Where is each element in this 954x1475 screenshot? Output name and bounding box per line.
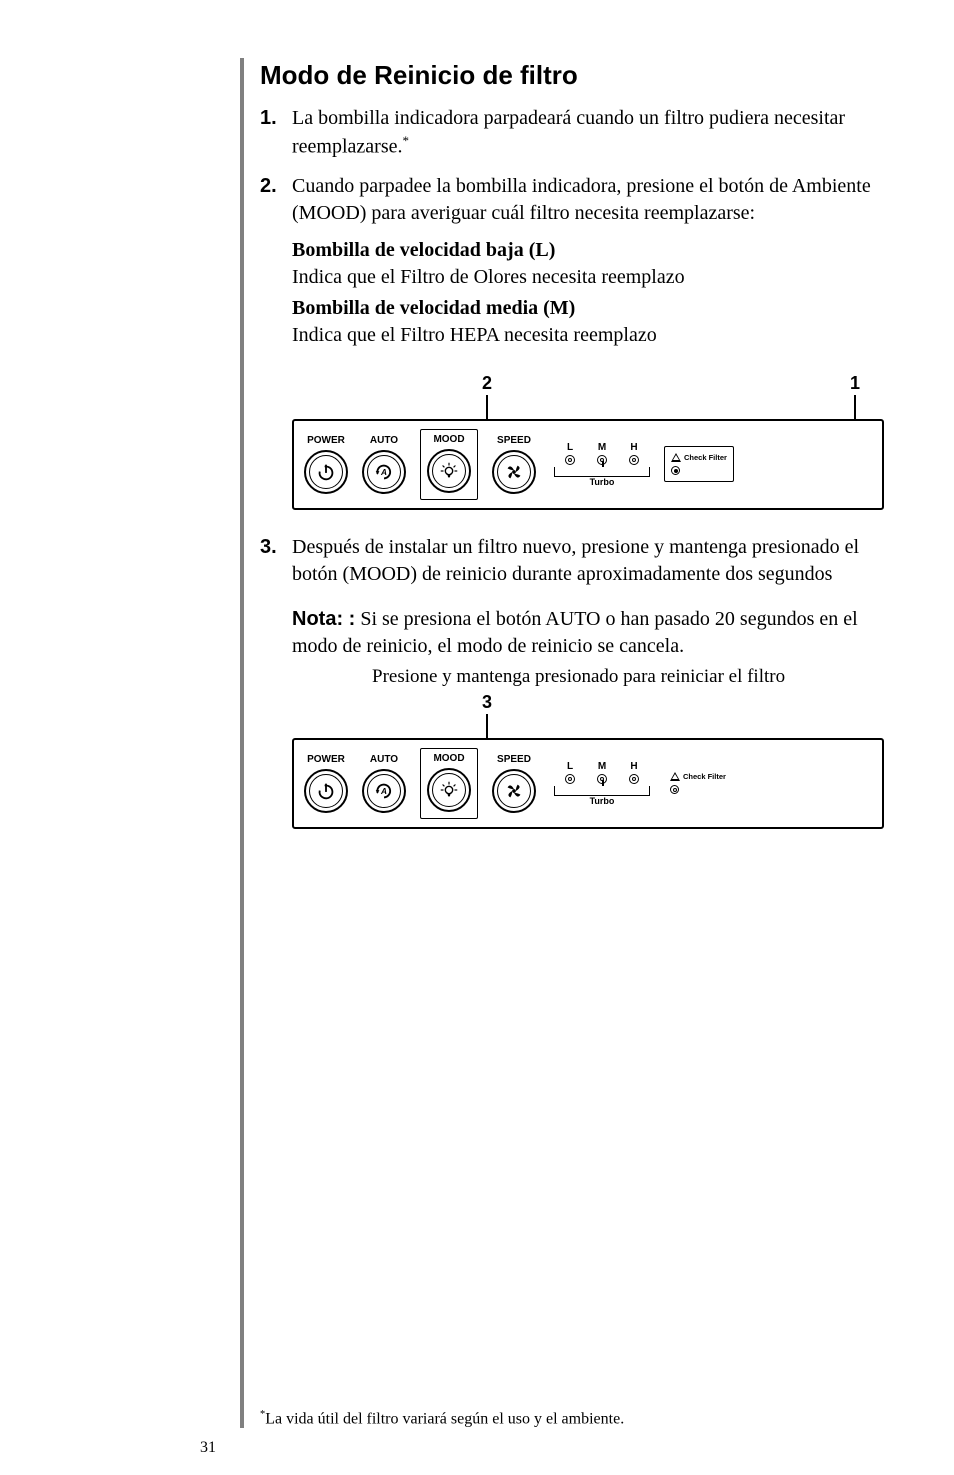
auto-button[interactable]: A <box>362 450 406 494</box>
led-icon <box>565 774 575 784</box>
power-control: POWER <box>304 435 348 494</box>
mood-label: MOOD <box>433 434 464 445</box>
footnote-text: La vida útil del filtro variará según el… <box>265 1410 624 1427</box>
speed-indicator-group: L M H Turbo <box>554 761 650 806</box>
auto-button[interactable]: A <box>362 769 406 813</box>
mood-button[interactable] <box>427 449 471 493</box>
power-label: POWER <box>307 754 345 765</box>
note-text: Si se presiona el botón AUTO o han pasad… <box>292 608 858 657</box>
mood-icon <box>438 460 460 482</box>
check-filter-led <box>671 466 680 475</box>
callout-3: 3 <box>482 692 492 713</box>
step-number: 3. <box>260 534 292 588</box>
content-column: Modo de Reinicio de filtro 1. La bombill… <box>240 60 874 829</box>
mood-label: MOOD <box>433 753 464 764</box>
check-filter-row: Check Filter <box>671 453 727 462</box>
check-filter-box: Check Filter <box>664 766 732 800</box>
control-panel-figure-1: 2 1 POWER AUTO A <box>292 373 874 510</box>
auto-label: AUTO <box>370 754 398 765</box>
turbo-bracket <box>554 467 650 477</box>
check-filter-label: Check Filter <box>684 453 727 462</box>
step-1: 1. La bombilla indicadora parpadeará cua… <box>260 105 874 161</box>
callout-1: 1 <box>850 373 860 394</box>
step-2: 2. Cuando parpadee la bombilla indicador… <box>260 173 874 227</box>
speed-control: SPEED <box>492 754 536 813</box>
footnote: *La vida útil del filtro variará según e… <box>260 1409 624 1428</box>
auto-control: AUTO A <box>362 754 406 813</box>
auto-control: AUTO A <box>362 435 406 494</box>
bulb-low-title: Bombilla de velocidad baja (L) <box>292 239 874 262</box>
led-h: H <box>629 442 639 465</box>
svg-text:A: A <box>380 467 387 476</box>
callout-2: 2 <box>482 373 492 394</box>
page: Modo de Reinicio de filtro 1. La bombill… <box>0 0 954 829</box>
power-button[interactable] <box>304 450 348 494</box>
section-heading: Modo de Reinicio de filtro <box>260 60 874 91</box>
turbo-label: Turbo <box>590 477 615 487</box>
power-icon <box>315 461 337 483</box>
power-icon <box>315 780 337 802</box>
fan-icon <box>503 461 525 483</box>
speed-button[interactable] <box>492 450 536 494</box>
turbo-label: Turbo <box>590 796 615 806</box>
step-body: Después de instalar un filtro nuevo, pre… <box>292 534 874 588</box>
turbo-bracket <box>554 786 650 796</box>
power-control: POWER <box>304 754 348 813</box>
mood-icon <box>438 779 460 801</box>
led-icon <box>629 774 639 784</box>
control-panel-figure-2: 3 POWER AUTO A MOOD <box>292 692 874 829</box>
step-body: Cuando parpadee la bombilla indicadora, … <box>292 173 874 227</box>
speed-control: SPEED <box>492 435 536 494</box>
callout-row: 3 <box>292 692 874 738</box>
check-filter-label: Check Filter <box>683 772 726 781</box>
step-number: 1. <box>260 105 292 161</box>
warning-icon <box>670 772 680 781</box>
bulb-med-text: Indica que el Filtro HEPA necesita reemp… <box>292 322 874 349</box>
note: Nota: : Si se presiona el botón AUTO o h… <box>292 606 874 660</box>
control-panel: POWER AUTO A MOOD <box>292 419 884 510</box>
led-l: L <box>565 761 575 784</box>
figure-caption: Presione y mantenga presionado para rein… <box>372 666 874 688</box>
check-filter-row: Check Filter <box>670 772 726 781</box>
auto-icon: A <box>373 780 395 802</box>
speed-label: SPEED <box>497 754 531 765</box>
svg-text:A: A <box>380 786 387 795</box>
led-h: H <box>629 761 639 784</box>
step-number: 2. <box>260 173 292 227</box>
mood-control: MOOD <box>420 748 478 819</box>
mood-button[interactable] <box>427 768 471 812</box>
fan-icon <box>503 780 525 802</box>
step-text: La bombilla indicadora parpadeará cuando… <box>292 107 845 158</box>
sidebar-rule <box>240 58 244 1428</box>
check-filter-led <box>670 785 679 794</box>
led-l: L <box>565 442 575 465</box>
bulb-med-title: Bombilla de velocidad media (M) <box>292 297 874 320</box>
step-3: 3. Después de instalar un filtro nuevo, … <box>260 534 874 588</box>
speed-indicator-group: L M H Turbo <box>554 442 650 487</box>
footnote-marker: * <box>402 133 409 148</box>
led-icon <box>629 455 639 465</box>
page-number: 31 <box>200 1439 216 1457</box>
callout-row: 2 1 <box>292 373 874 419</box>
speed-label: SPEED <box>497 435 531 446</box>
step-body: La bombilla indicadora parpadeará cuando… <box>292 105 874 161</box>
check-filter-box: Check Filter <box>664 446 734 482</box>
auto-icon: A <box>373 461 395 483</box>
speed-button[interactable] <box>492 769 536 813</box>
control-panel: POWER AUTO A MOOD <box>292 738 884 829</box>
auto-label: AUTO <box>370 435 398 446</box>
power-label: POWER <box>307 435 345 446</box>
mood-control: MOOD <box>420 429 478 500</box>
led-icon <box>565 455 575 465</box>
power-button[interactable] <box>304 769 348 813</box>
warning-icon <box>671 453 681 462</box>
bulb-low-text: Indica que el Filtro de Olores necesita … <box>292 264 874 291</box>
note-label: Nota: : <box>292 608 355 630</box>
